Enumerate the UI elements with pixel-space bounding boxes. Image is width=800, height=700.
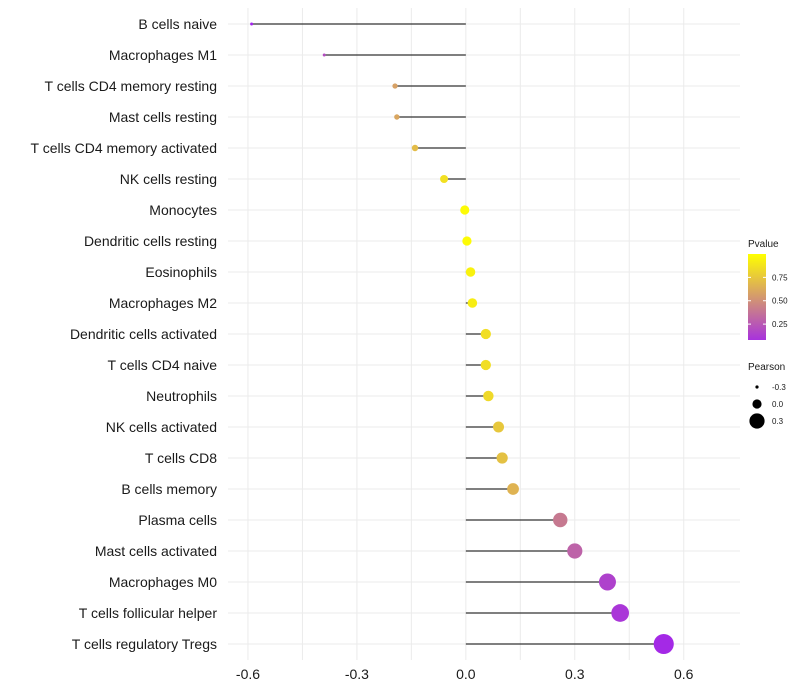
- x-tick-label: 0.0: [456, 666, 476, 682]
- lollipop-point: [460, 205, 470, 215]
- category-label: Neutrophils: [146, 388, 217, 404]
- category-label: Mast cells activated: [95, 543, 217, 559]
- category-label: Macrophages M0: [109, 574, 217, 590]
- legend: Pvalue 0.25 0.50 0.75 Pearson -0.3 0.0 0.3: [748, 239, 788, 429]
- size-legend-title: Pearson: [748, 362, 785, 373]
- lollipop-point: [411, 144, 419, 152]
- category-labels: B cells naive Macrophages M1 T cells CD4 m…: [31, 16, 218, 652]
- category-label: Eosinophils: [145, 264, 217, 280]
- size-legend-key: [755, 385, 759, 389]
- size-legend-key: [749, 413, 765, 429]
- lollipop-point: [480, 328, 491, 340]
- color-legend-title: Pvalue: [748, 239, 779, 250]
- lollipop-point: [394, 114, 400, 120]
- category-label: B cells memory: [121, 481, 217, 497]
- size-legend-key: [752, 399, 762, 409]
- category-label: NK cells activated: [106, 419, 217, 435]
- category-label: Monocytes: [149, 202, 217, 218]
- lollipop-point: [467, 298, 478, 308]
- color-legend-bar: [748, 254, 766, 340]
- color-legend-label: 0.75: [772, 273, 788, 282]
- lollipop-point: [553, 512, 568, 528]
- lollipop-point: [496, 452, 508, 464]
- category-label: Plasma cells: [138, 512, 217, 528]
- x-tick-label: 0.6: [674, 666, 694, 682]
- category-label: T cells CD4 memory resting: [45, 78, 217, 94]
- size-legend-label: 0.3: [772, 417, 784, 426]
- size-legend-keys: -0.3 0.0 0.3: [749, 383, 786, 429]
- lollipop-point: [493, 421, 505, 433]
- lollipop-point: [322, 53, 326, 57]
- category-label: B cells naive: [138, 16, 217, 32]
- lollipop-point: [465, 267, 476, 277]
- category-label: T cells follicular helper: [79, 605, 218, 621]
- x-axis-tick-labels: -0.6 -0.3 0.0 0.3 0.6: [236, 666, 694, 682]
- size-legend-label: 0.0: [772, 400, 784, 409]
- category-label: T cells CD8: [145, 450, 217, 466]
- points: [250, 22, 674, 655]
- x-tick-label: -0.3: [345, 666, 369, 682]
- lollipop-point: [611, 604, 630, 622]
- category-label: Macrophages M2: [109, 295, 217, 311]
- color-legend-label: 0.25: [772, 320, 788, 329]
- lollipop-point: [250, 22, 254, 26]
- x-tick-label: -0.6: [236, 666, 260, 682]
- lollipop-point: [507, 483, 519, 495]
- x-tick-label: 0.3: [565, 666, 585, 682]
- color-legend-ticks: 0.25 0.50 0.75: [748, 273, 788, 329]
- category-label: T cells CD4 memory activated: [31, 140, 217, 156]
- lollipop-point: [480, 359, 491, 371]
- category-label: NK cells resting: [120, 171, 217, 187]
- category-label: Macrophages M1: [109, 47, 217, 63]
- lollipop-point: [653, 633, 674, 655]
- lollipop-point: [567, 543, 583, 559]
- category-label: Mast cells resting: [109, 109, 217, 125]
- lollipop-point: [392, 83, 398, 89]
- lollipop-point: [440, 175, 449, 183]
- category-label: T cells regulatory Tregs: [72, 636, 217, 652]
- category-label: Dendritic cells activated: [70, 326, 217, 342]
- color-legend-label: 0.50: [772, 297, 788, 306]
- lollipop-point: [598, 573, 616, 591]
- category-label: Dendritic cells resting: [84, 233, 217, 249]
- lollipop-point: [483, 390, 494, 402]
- lollipop-point: [462, 236, 472, 246]
- size-legend-label: -0.3: [772, 383, 786, 392]
- category-label: T cells CD4 naive: [108, 357, 218, 373]
